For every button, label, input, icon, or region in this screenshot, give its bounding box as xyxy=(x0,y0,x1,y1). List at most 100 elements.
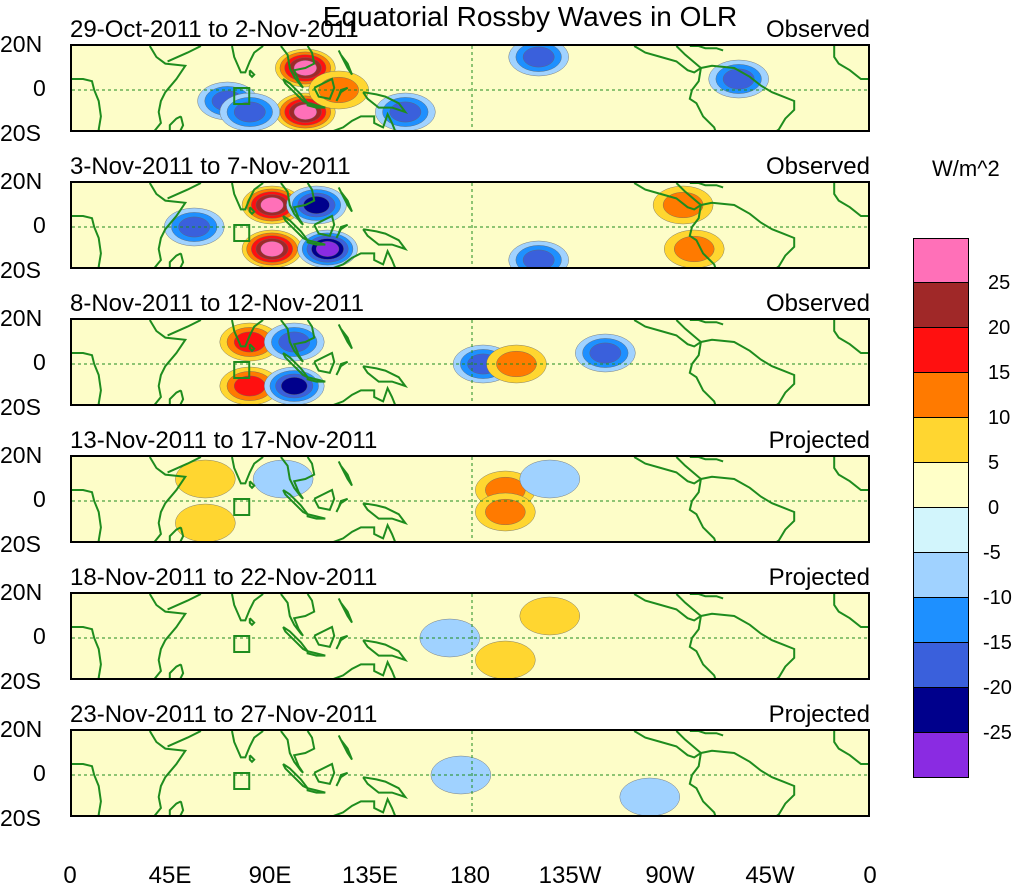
coastline xyxy=(362,639,409,662)
coastline xyxy=(167,457,202,474)
coastline xyxy=(231,731,264,759)
coastline xyxy=(362,776,409,799)
coastline xyxy=(72,78,102,130)
coastline xyxy=(280,46,316,89)
coastline xyxy=(689,731,724,737)
colorbar-swatch xyxy=(913,418,969,463)
coastline xyxy=(72,215,102,267)
colorbar-units: W/m^2 xyxy=(932,156,1000,181)
olr-anomaly-contour xyxy=(522,249,555,267)
reference-box xyxy=(233,224,251,242)
reference-box xyxy=(233,87,251,105)
coastline xyxy=(337,734,353,761)
panel-status: Observed xyxy=(765,16,870,43)
coastline xyxy=(833,183,868,217)
coastline xyxy=(282,626,309,653)
coastline xyxy=(689,320,724,326)
olr-map-canvas xyxy=(72,731,868,815)
coastline xyxy=(306,787,326,794)
coastline xyxy=(231,594,264,622)
coastline xyxy=(335,360,349,376)
colorbar-tick-label: 10 xyxy=(988,407,1011,429)
lat-label-equator: 0 xyxy=(33,349,46,375)
coastline xyxy=(248,754,256,764)
coastline xyxy=(689,46,724,52)
olr-anomaly-contour xyxy=(519,459,580,499)
coastline xyxy=(282,489,309,516)
reference-box xyxy=(233,635,251,653)
coastline xyxy=(280,731,316,774)
lat-label-equator: 0 xyxy=(33,486,46,512)
reference-box xyxy=(233,498,251,516)
coastline xyxy=(633,594,703,622)
coastline xyxy=(280,594,316,637)
coastline xyxy=(700,612,796,678)
coastline xyxy=(280,320,316,363)
coastline xyxy=(337,460,353,487)
coastline xyxy=(168,115,185,130)
coastline xyxy=(833,46,868,80)
colorbar-swatch xyxy=(913,463,969,508)
panel-status: Projected xyxy=(768,427,870,454)
panel-status: Projected xyxy=(768,701,870,728)
lat-label-north: 20N xyxy=(0,716,43,742)
lat-label-south: 20S xyxy=(0,120,41,146)
coastline xyxy=(633,731,703,759)
colorbar-swatch xyxy=(913,238,969,283)
coastline xyxy=(633,457,703,485)
coastline xyxy=(231,183,264,211)
olr-map xyxy=(70,592,870,680)
lat-label-south: 20S xyxy=(0,394,41,420)
olr-map-canvas xyxy=(72,320,868,404)
coastline xyxy=(333,522,396,541)
coastline xyxy=(148,594,188,678)
coastline xyxy=(167,46,202,63)
coastline xyxy=(700,475,796,541)
coastline xyxy=(72,352,102,404)
colorbar-tick-label: 15 xyxy=(988,362,1011,384)
colorbar-swatch xyxy=(913,733,969,778)
coastline xyxy=(168,252,185,267)
coastline xyxy=(333,111,396,130)
lon-tick-label: 135E xyxy=(341,862,399,889)
lon-tick-label: 45E xyxy=(148,862,192,889)
coastline xyxy=(231,457,264,485)
coastline xyxy=(335,634,349,650)
coastline xyxy=(313,762,336,785)
panel-date-range: 18-Nov-2011 to 22-Nov-2011 xyxy=(70,564,378,591)
coastline xyxy=(231,320,264,348)
olr-anomaly-contour xyxy=(619,777,680,815)
coastline xyxy=(700,201,796,267)
colorbar xyxy=(913,238,969,778)
coastline xyxy=(833,457,868,491)
coastline xyxy=(633,320,703,348)
map-panel: 8-Nov-2011 to 12-Nov-2011 Observed 20N 0… xyxy=(0,290,1021,428)
coastline xyxy=(313,488,336,511)
olr-anomaly-contour xyxy=(430,755,492,795)
coastline xyxy=(72,489,102,541)
coastline xyxy=(167,731,202,748)
coastline xyxy=(231,46,264,74)
coastline xyxy=(313,351,336,374)
colorbar-swatch xyxy=(913,643,969,688)
coastline xyxy=(306,650,326,657)
map-panel: 13-Nov-2011 to 17-Nov-2011 Projected 20N… xyxy=(0,427,1021,565)
olr-anomaly-contour xyxy=(519,596,580,636)
coastline xyxy=(333,385,396,404)
chart-title: Equatorial Rossby Waves in OLR xyxy=(322,1,738,32)
coastline xyxy=(148,320,188,404)
olr-map xyxy=(70,455,870,543)
coastline xyxy=(688,478,717,541)
coastline xyxy=(306,102,326,109)
coastline xyxy=(167,594,202,611)
lat-label-south: 20S xyxy=(0,805,41,831)
lon-tick-label: 90E xyxy=(248,862,292,889)
coastline xyxy=(700,749,796,815)
coastline xyxy=(633,46,703,74)
coastline xyxy=(148,46,188,130)
panel-status: Observed xyxy=(765,290,870,317)
lat-label-south: 20S xyxy=(0,257,41,283)
coastline xyxy=(280,457,316,500)
coastline xyxy=(335,771,349,787)
map-panel: 29-Oct-2011 to 2-Nov-2011 Observed 20N 0… xyxy=(0,16,1021,154)
